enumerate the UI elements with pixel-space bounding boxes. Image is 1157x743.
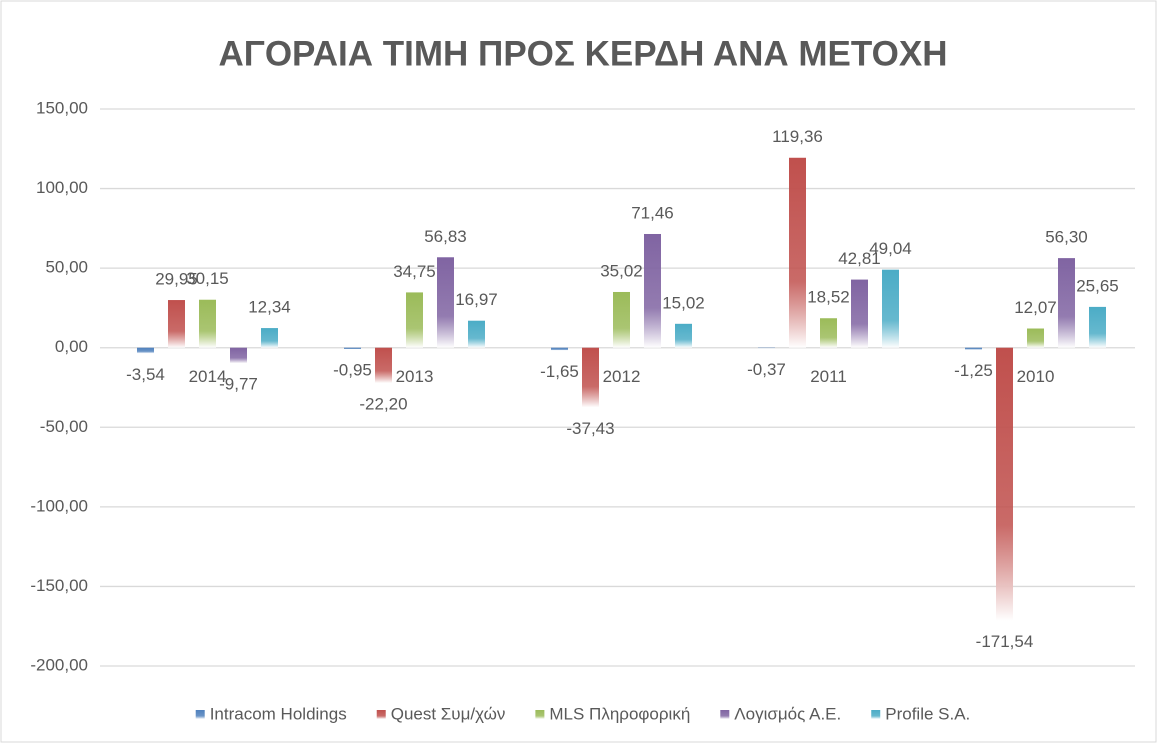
bar (468, 320, 485, 348)
value-label: -0,95 (333, 361, 372, 380)
bar (199, 299, 216, 348)
bar (644, 233, 661, 348)
bar (406, 292, 423, 348)
value-label: -22,20 (359, 395, 407, 414)
bar (820, 318, 837, 348)
value-label: 119,36 (772, 127, 823, 146)
legend-swatch (376, 710, 386, 719)
y-tick-label: -100,00 (30, 496, 88, 515)
y-tick-label: 0,00 (55, 337, 88, 356)
legend-label: MLS Πληροφορική (549, 704, 690, 723)
bar (1027, 328, 1044, 348)
value-label: -171,54 (976, 632, 1034, 651)
bar (965, 347, 982, 350)
value-label: 56,83 (424, 227, 467, 246)
value-label: -1,25 (954, 361, 993, 380)
bar (851, 279, 868, 348)
value-label: -37,43 (566, 419, 614, 438)
value-label: 12,07 (1014, 298, 1057, 317)
value-label: 35,02 (600, 261, 643, 280)
value-label: 56,30 (1045, 228, 1088, 247)
value-label: 49,04 (869, 239, 912, 258)
y-tick-label: -50,00 (40, 417, 88, 436)
bar (261, 328, 278, 348)
y-tick-label: 100,00 (36, 178, 88, 197)
value-label: 30,15 (186, 269, 229, 288)
y-tick-label: 150,00 (36, 98, 88, 117)
bar (582, 347, 599, 408)
bar (758, 347, 775, 349)
x-tick-label: 2014 (189, 367, 227, 386)
bar (613, 291, 630, 348)
bar (137, 347, 154, 354)
legend-swatch (195, 710, 205, 719)
bar (437, 257, 454, 348)
legend-label: Λογισμός Α.Ε. (734, 704, 841, 723)
bar (230, 347, 247, 364)
chart-title: ΑΓΟΡΑΙΑ ΤΙΜΗ ΠΡΟΣ ΚΕΡΔΗ ΑΝΑ ΜΕΤΟΧΗ (219, 34, 948, 73)
legend-label: Quest Συμ/χών (391, 704, 506, 723)
bar (1058, 258, 1075, 348)
bar (789, 157, 806, 348)
value-label: 29,95 (155, 270, 198, 289)
bar (344, 347, 361, 350)
y-tick-label: -200,00 (30, 655, 88, 674)
value-label: 16,97 (455, 290, 498, 309)
value-label: 25,65 (1076, 276, 1119, 295)
bar (1089, 306, 1106, 348)
bar (882, 269, 899, 348)
legend-label: Intracom Holdings (210, 704, 347, 723)
bar (375, 347, 392, 384)
x-tick-label: 2010 (1017, 367, 1055, 386)
value-label: 15,02 (662, 293, 705, 312)
value-label: 42,81 (838, 249, 881, 268)
legend-swatch (871, 710, 881, 719)
x-tick-label: 2013 (396, 367, 434, 386)
bar (996, 347, 1013, 621)
value-label: -3,54 (126, 365, 165, 384)
value-label: -9,77 (219, 375, 258, 394)
bar (675, 323, 692, 348)
bar (551, 347, 568, 351)
value-label: 18,52 (807, 288, 850, 307)
x-tick-label: 2012 (603, 367, 641, 386)
value-label: -0,37 (747, 360, 786, 379)
bar (168, 300, 185, 348)
x-tick-label: 2011 (810, 367, 847, 386)
y-tick-label: -150,00 (30, 576, 88, 595)
legend-swatch (535, 710, 545, 719)
value-label: 71,46 (631, 203, 674, 222)
value-label: -1,65 (540, 362, 579, 381)
value-label: 34,75 (393, 262, 436, 281)
legend-swatch (720, 710, 730, 719)
y-tick-label: 50,00 (45, 258, 88, 277)
legend-label: Profile S.A. (885, 704, 970, 723)
value-label: 12,34 (248, 298, 291, 317)
